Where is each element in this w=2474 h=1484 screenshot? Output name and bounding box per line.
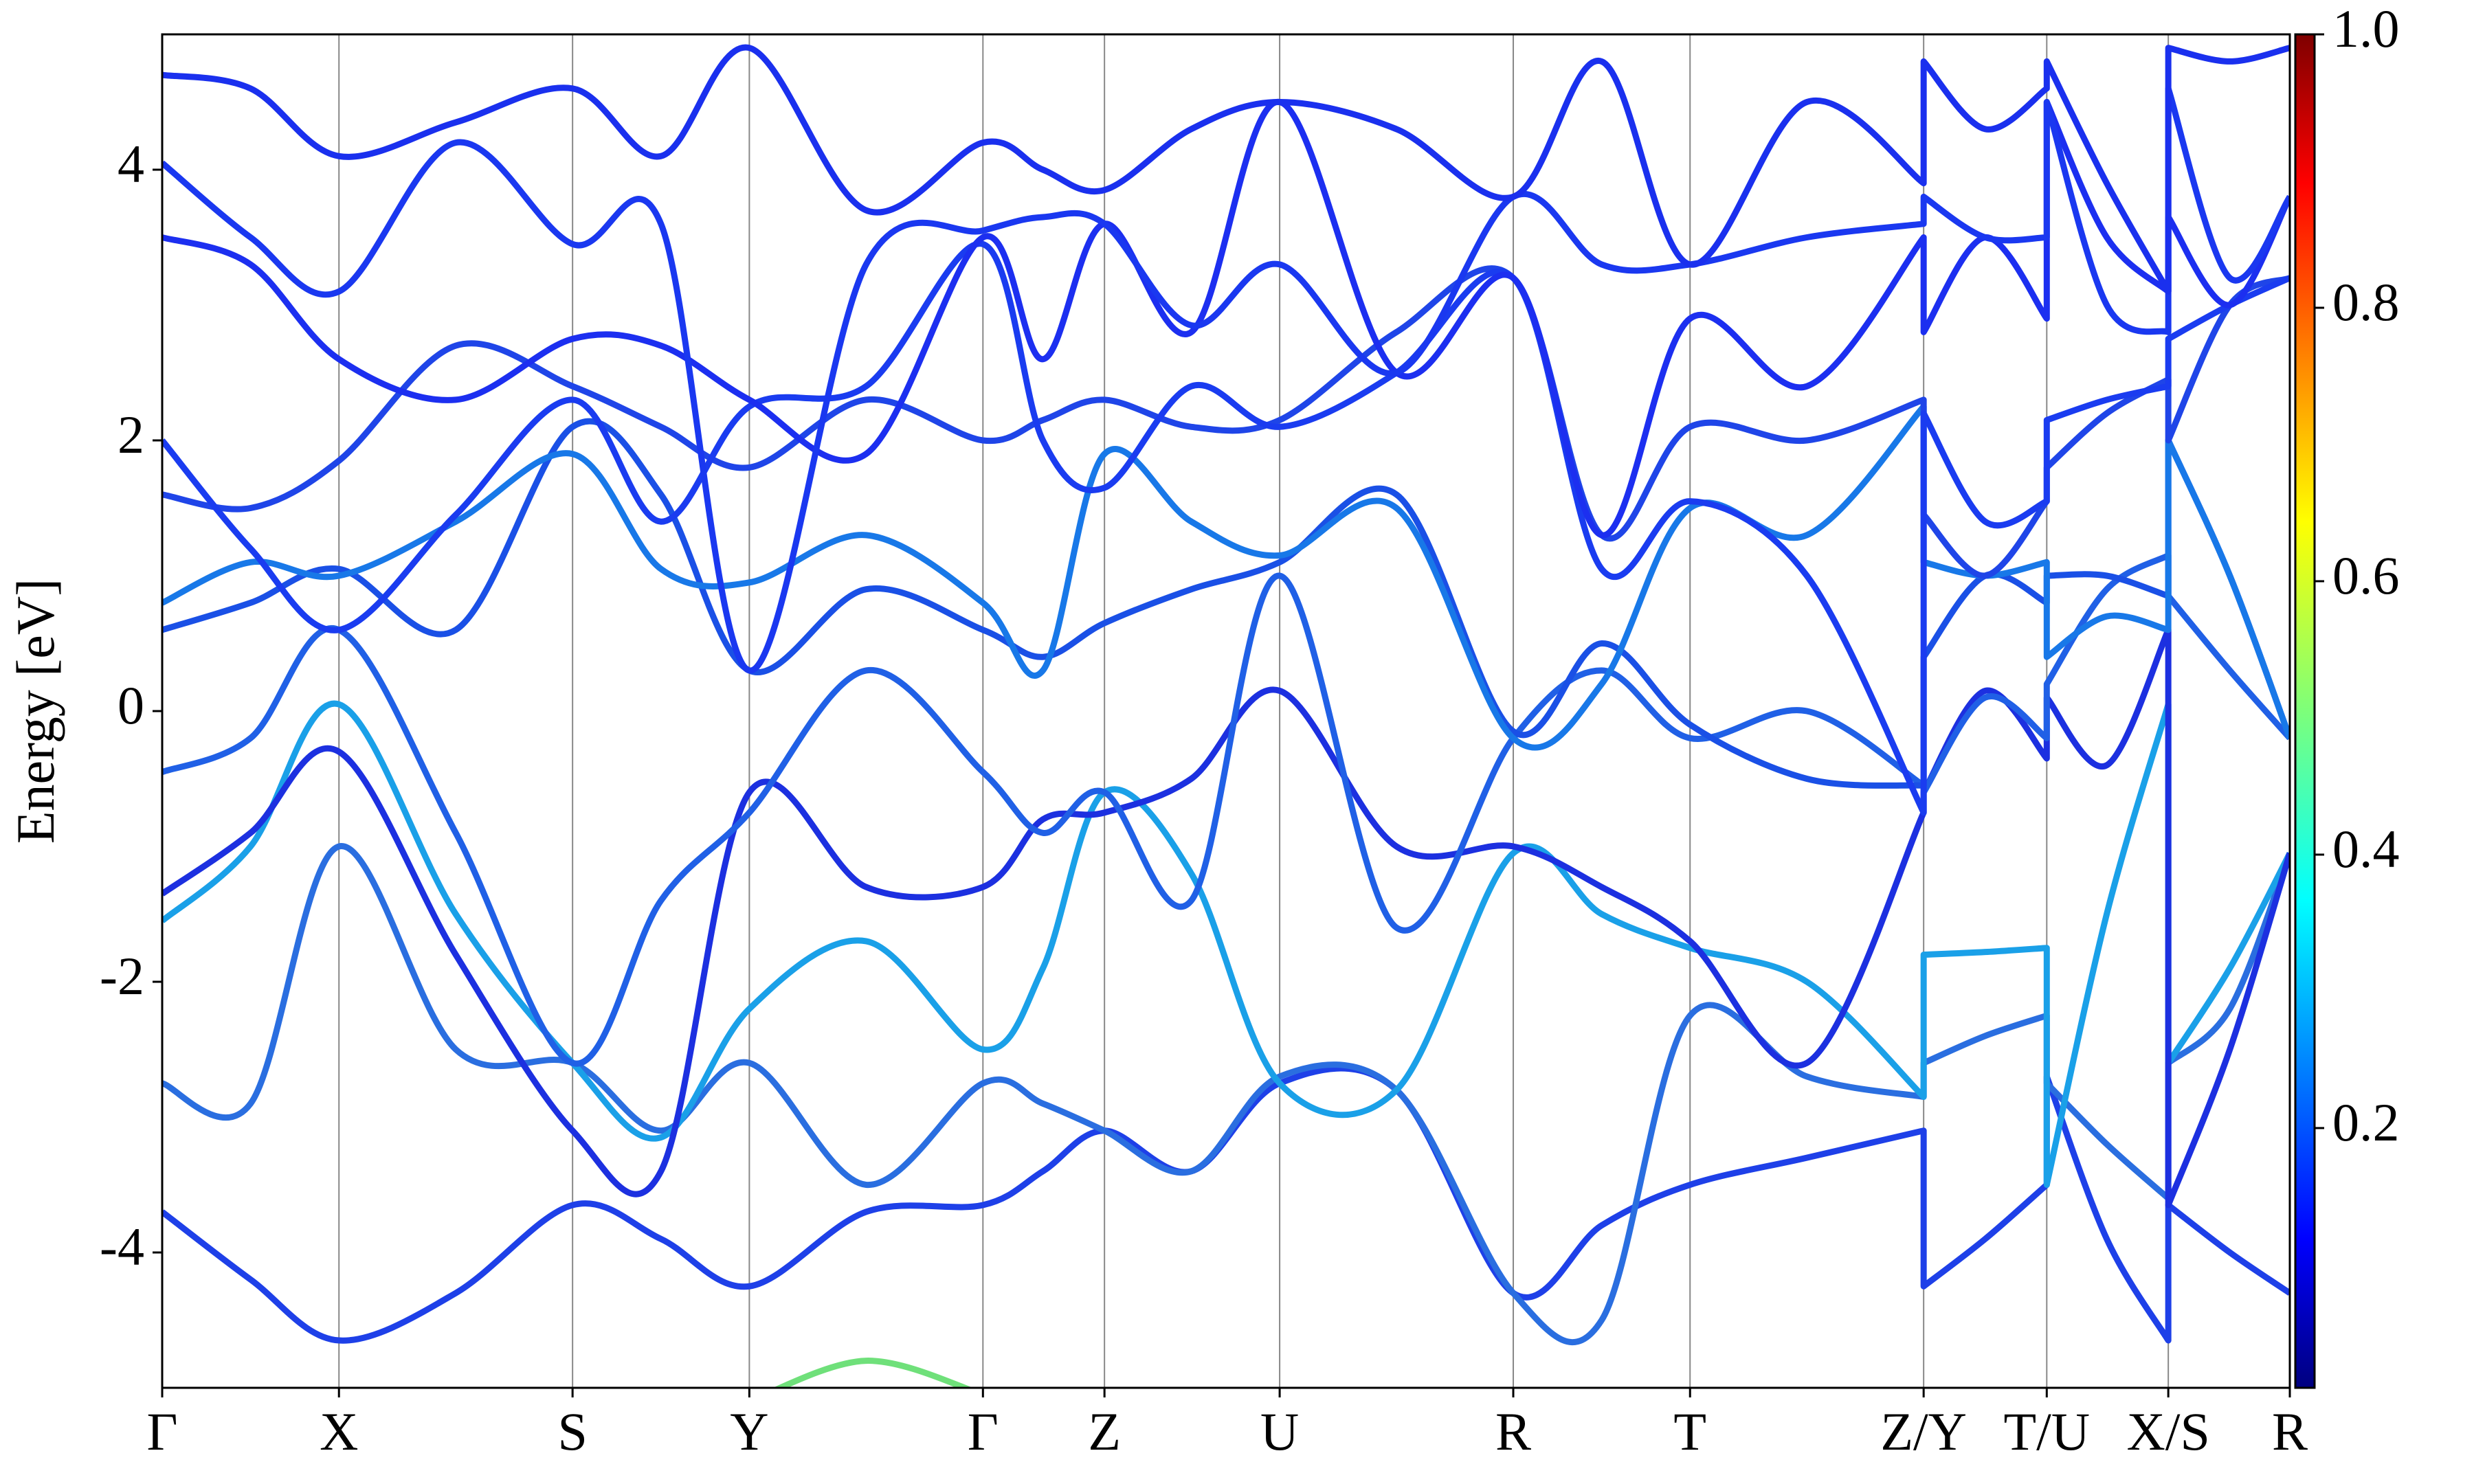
- band-line: [162, 1065, 2290, 1344]
- x-tick-label: T: [1673, 1402, 1706, 1461]
- band-line: [162, 240, 2290, 816]
- plot-frame: [161, 33, 2291, 1389]
- band-line: [162, 552, 2290, 1067]
- band-line: [772, 1358, 973, 1388]
- band-line: [162, 403, 2290, 751]
- band-line: [162, 265, 2290, 579]
- band-line: [162, 85, 2290, 674]
- band-line: [162, 98, 2290, 539]
- x-tick-label: Γ: [146, 1402, 177, 1461]
- x-tick-label: T/U: [2003, 1402, 2090, 1461]
- colorbar: [2294, 33, 2316, 1389]
- x-tick-label: X/S: [2126, 1402, 2209, 1461]
- colorbar-tick-label: 1.0: [2332, 0, 2400, 58]
- x-tick-label: Z: [1088, 1402, 1121, 1461]
- x-tick-label: R: [1495, 1402, 1531, 1461]
- y-tick-label: 2: [118, 405, 144, 464]
- y-tick-label: -4: [100, 1217, 144, 1277]
- x-tick-label: X: [320, 1402, 358, 1461]
- y-axis-label: Energy [eV]: [5, 578, 65, 844]
- band-line: [162, 418, 2290, 789]
- y-tick-label: -2: [100, 946, 144, 1006]
- x-tick-label: Γ: [968, 1402, 999, 1461]
- x-tick-label: U: [1260, 1402, 1299, 1461]
- colorbar-tick-label: 0.8: [2332, 272, 2400, 332]
- band-line: [162, 627, 2290, 1208]
- bands: [162, 44, 2290, 1388]
- colorbar-tick-label: 0.6: [2332, 546, 2400, 605]
- band-line: [162, 44, 2290, 295]
- x-tick-label: R: [2272, 1402, 2308, 1461]
- x-tick-label: Z/Y: [1880, 1402, 1967, 1461]
- colorbar-tick-label: 0.2: [2332, 1092, 2400, 1152]
- x-tick-label: Y: [730, 1402, 768, 1461]
- colorbar-tick-label: 0.4: [2332, 819, 2400, 879]
- band-line: [162, 843, 2290, 1346]
- y-tick-label: 0: [118, 675, 144, 735]
- y-tick-label: 4: [118, 134, 144, 194]
- x-tick-label: S: [557, 1402, 587, 1461]
